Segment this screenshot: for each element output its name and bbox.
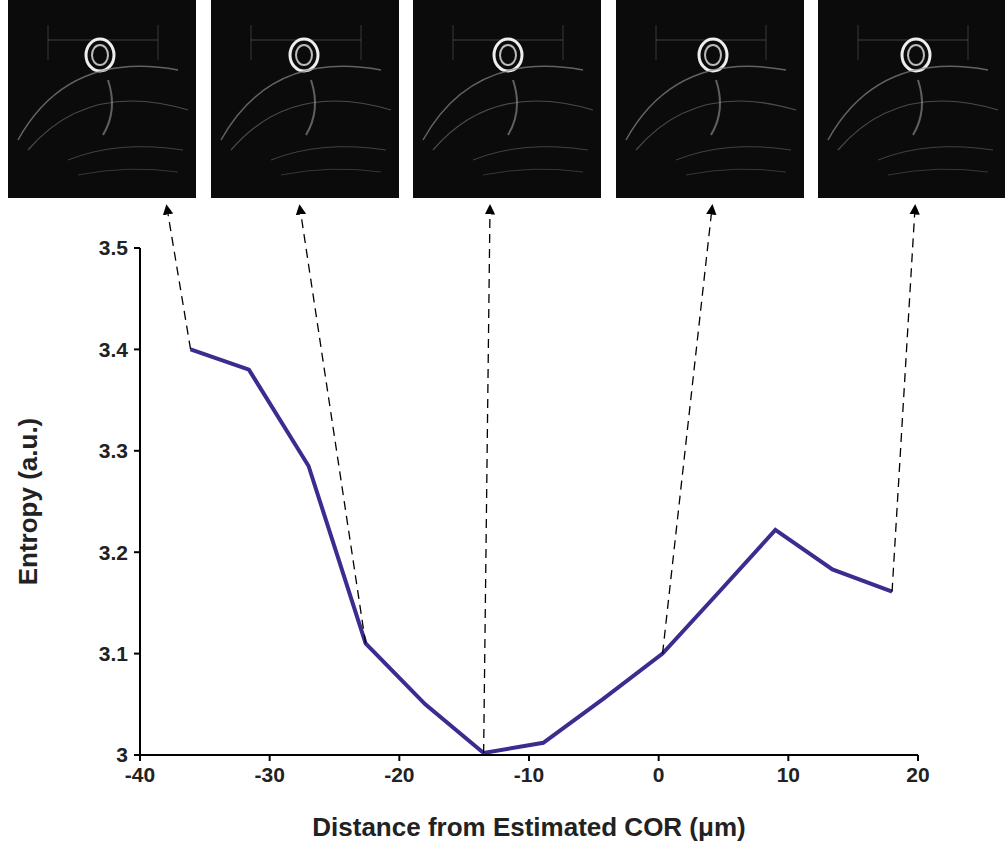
svg-text:3.1: 3.1 bbox=[99, 642, 129, 665]
svg-text:0: 0 bbox=[653, 763, 665, 786]
svg-text:-30: -30 bbox=[254, 763, 284, 786]
svg-text:3.3: 3.3 bbox=[99, 439, 128, 462]
svg-text:10: 10 bbox=[777, 763, 800, 786]
svg-text:3.5: 3.5 bbox=[99, 236, 129, 259]
svg-text:Distance from Estimated COR (μ: Distance from Estimated COR (μm) bbox=[312, 812, 745, 842]
svg-text:3.2: 3.2 bbox=[99, 541, 128, 564]
svg-text:3: 3 bbox=[116, 743, 128, 766]
svg-text:Entropy (a.u.): Entropy (a.u.) bbox=[13, 418, 43, 586]
svg-text:-40: -40 bbox=[125, 763, 155, 786]
svg-text:20: 20 bbox=[906, 763, 929, 786]
svg-text:-10: -10 bbox=[514, 763, 544, 786]
svg-text:3.4: 3.4 bbox=[99, 338, 129, 361]
svg-text:-20: -20 bbox=[384, 763, 414, 786]
